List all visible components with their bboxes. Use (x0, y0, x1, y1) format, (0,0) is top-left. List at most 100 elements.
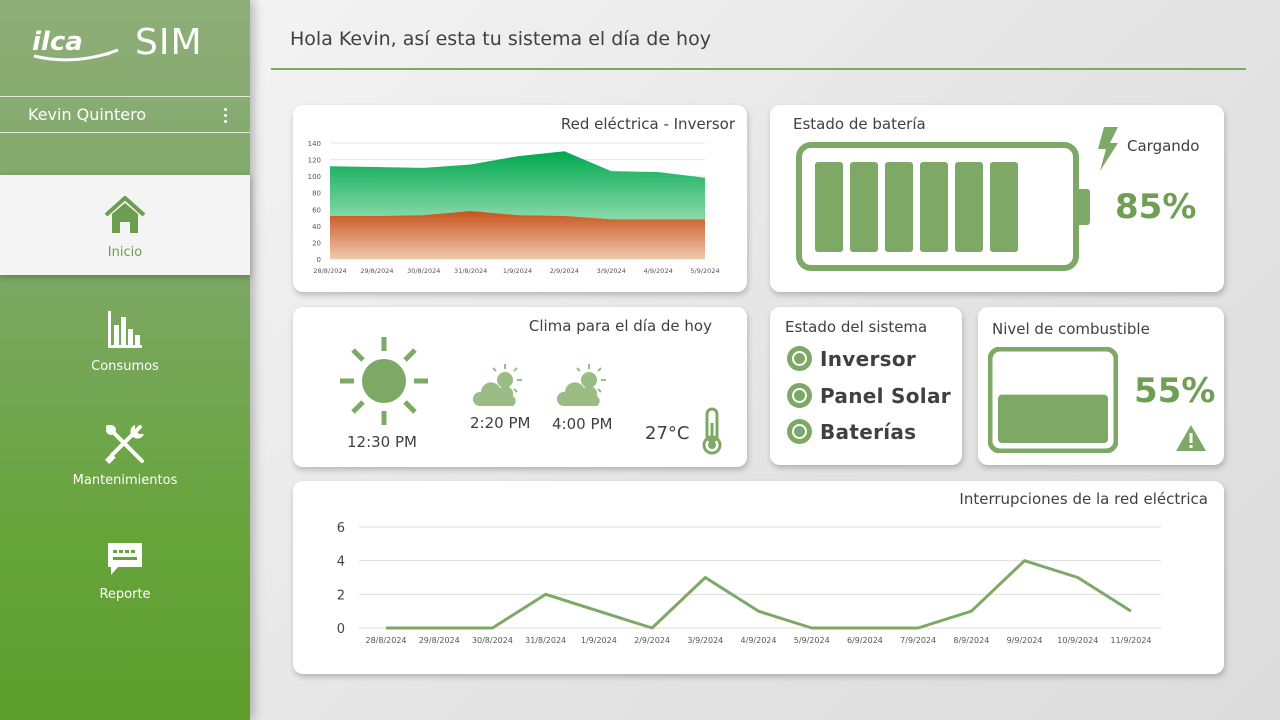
y-tick-label: 60 (312, 206, 321, 214)
x-tick-label: 7/9/2024 (900, 636, 936, 645)
system-status-card: Estado del sistema Inversor Panel Solar … (770, 307, 962, 465)
outages-line-chart: 0 2 4 6 28/8/2024 29/8/2024 30/8/2024 31/8/2024… (337, 521, 1161, 645)
menu-dot-icon (223, 107, 227, 111)
battery-status: Cargando (1127, 137, 1200, 155)
lightning-icon (1098, 127, 1118, 171)
x-tick-label: 1/9/2024 (581, 636, 617, 645)
ilca-logo: ilca (32, 27, 119, 62)
status-indicator-icon (787, 346, 812, 371)
fuel-level-fill (998, 394, 1108, 443)
y-tick-label: 140 (308, 140, 321, 148)
weather-card-title: Clima para el día de hoy (528, 317, 712, 335)
y-tick-label: 40 (312, 223, 321, 231)
nav-item-consumos[interactable]: Consumos (0, 289, 250, 389)
battery-cell (885, 162, 913, 252)
line-series (386, 559, 1132, 630)
grid-inverter-card: Red eléctrica - Inversor 0 20 40 60 80 100 120… (293, 105, 747, 292)
logo-area: ilca SIM (0, 0, 250, 95)
x-tick-label: 5/9/2024 (794, 636, 830, 645)
x-tick-label: 5/9/2024 (690, 267, 719, 275)
status-indicator-icon (787, 419, 812, 444)
status-indicator-icon (787, 383, 812, 408)
y-tick-label: 100 (308, 173, 321, 181)
system-item-baterias: Baterías (787, 419, 916, 444)
grid-card-title: Red eléctrica - Inversor (560, 115, 735, 133)
battery-cell (955, 162, 983, 252)
system-card-title: Estado del sistema (785, 318, 928, 336)
y-tick-label: 120 (308, 157, 321, 165)
header-divider (271, 68, 1246, 70)
battery-icon (796, 142, 1090, 271)
x-tick-label: 31/8/2024 (454, 267, 487, 275)
user-row: Kevin Quintero (0, 96, 250, 133)
y-tick-label: 0 (337, 622, 345, 637)
y-tick-label: 6 (337, 521, 345, 536)
x-tick-label: 4/9/2024 (741, 636, 777, 645)
page-title: Hola Kevin, así esta tu sistema el día d… (290, 28, 711, 50)
battery-cell (990, 162, 1018, 252)
nav-item-reporte[interactable]: Reporte (0, 517, 250, 617)
battery-card: Estado de batería Cargando 85% (770, 105, 1224, 292)
sun-icon (340, 337, 428, 425)
system-item-label: Baterías (820, 419, 917, 444)
bar-chart-icon (108, 311, 142, 348)
x-tick-label: 29/8/2024 (419, 636, 460, 645)
x-tick-label: 29/8/2024 (360, 267, 393, 275)
menu-dot-icon (223, 119, 227, 123)
nav-label-inicio: Inicio (107, 245, 143, 260)
weather-forecast-time-1: 2:20 PM (470, 414, 531, 432)
home-icon (104, 196, 146, 233)
logo-text: ilca (32, 27, 83, 57)
battery-cell (920, 162, 948, 252)
x-tick-label: 11/9/2024 (1110, 636, 1151, 645)
battery-cell (815, 162, 843, 252)
x-tick-label: 6/9/2024 (847, 636, 883, 645)
y-tick-label: 20 (312, 239, 321, 247)
area-series-top (330, 151, 705, 220)
x-tick-label: 4/9/2024 (644, 267, 673, 275)
menu-dot-icon (223, 113, 227, 117)
thermometer-icon (702, 407, 722, 455)
x-tick-label: 1/9/2024 (503, 267, 532, 275)
x-tick-label: 3/9/2024 (687, 636, 723, 645)
x-tick-label: 10/9/2024 (1057, 636, 1098, 645)
nav-label-consumos: Consumos (91, 359, 159, 374)
x-tick-label: 9/9/2024 (1007, 636, 1043, 645)
area-series-bottom (330, 210, 705, 259)
fuel-percent: 55% (1134, 371, 1216, 411)
message-icon (108, 543, 142, 575)
partly-cloudy-icon (473, 364, 522, 406)
outages-card: Interrupciones de la red eléctrica 0 2 4 6 2… (293, 481, 1224, 674)
x-tick-label: 28/8/2024 (313, 267, 346, 275)
warning-icon (1176, 425, 1206, 451)
battery-percent: 85% (1115, 187, 1197, 227)
weather-now-time: 12:30 PM (347, 433, 417, 451)
grid-area-chart: 0 20 40 60 80 100 120 140 28/8/2024 29/8/2024 30/8… (308, 140, 720, 275)
fuel-card-title: Nivel de combustible (992, 320, 1150, 338)
x-tick-label: 3/9/2024 (597, 267, 626, 275)
x-tick-label: 30/8/2024 (407, 267, 440, 275)
x-tick-label: 8/9/2024 (953, 636, 989, 645)
nav-label-reporte: Reporte (99, 587, 151, 602)
partly-cloudy-icon (557, 364, 606, 406)
user-name: Kevin Quintero (28, 105, 147, 124)
nav-item-inicio[interactable]: Inicio (0, 175, 250, 275)
fuel-card: Nivel de combustible 55% (978, 307, 1224, 465)
fuel-tank-gauge (988, 347, 1118, 453)
temperature: 27°C (645, 423, 690, 444)
user-menu-button[interactable] (218, 104, 232, 126)
y-tick-label: 2 (337, 588, 345, 603)
sidebar: ilca SIM Kevin Quintero Inicio (0, 0, 250, 720)
system-item-inversor: Inversor (787, 346, 916, 371)
battery-cell (850, 162, 878, 252)
x-tick-label: 31/8/2024 (525, 636, 566, 645)
outages-card-title: Interrupciones de la red eléctrica (959, 490, 1208, 508)
nav-item-mantenimientos[interactable]: Mantenimientos (0, 403, 250, 503)
x-tick-label: 30/8/2024 (472, 636, 513, 645)
nav-label-mantenimientos: Mantenimientos (72, 473, 178, 488)
y-tick-label: 4 (337, 555, 345, 570)
weather-card: Clima para el día de hoy 12:30 PM 2:20 P… (293, 307, 747, 467)
system-item-label: Inversor (820, 346, 917, 371)
battery-card-title: Estado de batería (793, 115, 926, 133)
tools-icon (105, 425, 144, 464)
